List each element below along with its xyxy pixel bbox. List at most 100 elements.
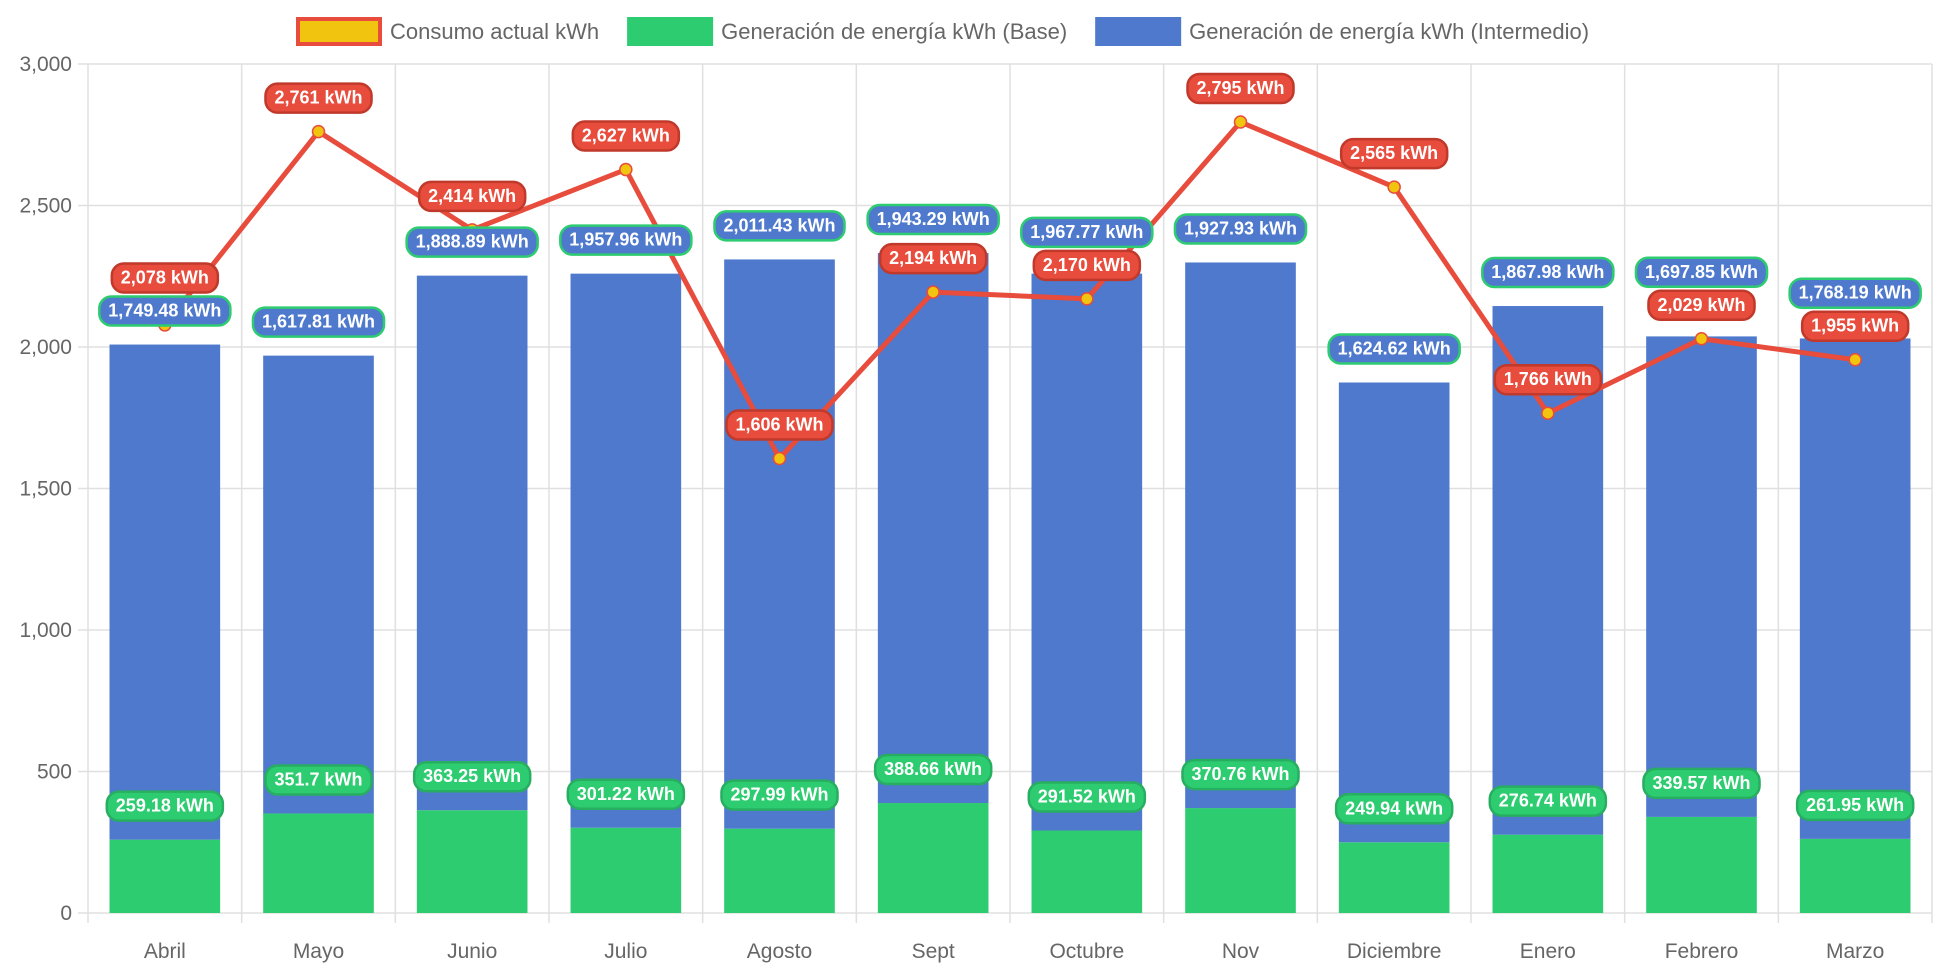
y-tick-label: 2,000 [19,336,72,359]
consumo-label: 2,078 kWh [110,262,220,294]
consumo-label-text: 2,761 kWh [274,88,362,108]
line-point [1080,292,1094,306]
base-label: 363.25 kWh [412,760,532,793]
intermedio-label-text: 1,927.93 kWh [1184,218,1297,238]
bars [109,253,1911,913]
bar-intermedio [1031,273,1143,831]
x-tick-label: Nov [1222,940,1260,963]
y-tick-label: 1,000 [19,619,72,642]
bar-intermedio [1646,336,1757,817]
consumo-label-bg [878,242,988,275]
x-tick-label: Octubre [1049,940,1124,963]
intermedio-label: 1,768.19 kWh [1788,277,1922,309]
line-point [1233,115,1248,129]
base-label-text: 261.95 kWh [1806,795,1904,815]
line-point [619,162,633,177]
base-label-bg [1488,785,1608,817]
base-label-text: 388.66 kWh [884,759,982,779]
consumo-label: 2,627 kWh [571,120,681,152]
consumo-label-text: 2,078 kWh [121,268,209,288]
base-label-bg [105,790,225,822]
consumo-label-text: 2,029 kWh [1657,295,1745,315]
bar-base [416,810,528,913]
x-tick-label: Mayo [293,940,344,963]
consumo-label-text: 2,795 kWh [1196,78,1284,98]
consumo-label-bg [417,180,527,213]
x-tick-label: Agosto [747,940,812,963]
base-label-bg [1334,793,1454,825]
bar-intermedio [877,253,989,804]
consumo-label-text: 2,627 kWh [582,126,670,146]
base-label-text: 276.74 kWh [1499,791,1597,811]
legend-swatch-consumo [296,17,382,46]
bar-base [1185,808,1296,913]
consumo-label: 2,029 kWh [1647,289,1756,322]
y-axis: 0 500 1,000 1,500 2,000 2,500 3,000 [19,53,72,925]
intermedio-label-text: 1,768.19 kWh [1799,283,1912,303]
x-axis: Abril Mayo Junio Julio Agosto Sept Octubre Nov D… [144,940,1885,963]
x-tick-label: Marzo [1826,940,1884,963]
base-label-text: 363.25 kWh [423,766,521,786]
bar-base [109,839,221,913]
base-label-text: 339.57 kWh [1652,773,1750,793]
base-label-text: 351.7 kWh [274,769,362,789]
legend-label: Generación de energía kWh (Base) [721,19,1067,44]
base-label: 339.57 kWh [1642,767,1761,800]
bar-base [263,813,374,913]
bar-base [1646,816,1757,913]
intermedio-label-bg [1481,256,1615,289]
intermedio-label: 1,927.93 kWh [1173,213,1308,245]
intermedio-label-bg [405,226,539,258]
intermedio-label-bg [1173,213,1308,245]
bar-intermedio [1799,338,1911,839]
y-tick-label: 500 [37,761,72,784]
line-point [772,451,787,466]
line-point [1387,180,1401,194]
intermedio-label-text: 1,617.81 kWh [262,312,375,332]
x-tick-label: Enero [1520,940,1576,963]
base-label-bg [412,760,532,793]
consumo-label: 2,565 kWh [1339,137,1449,170]
intermedio-label-bg [1020,216,1154,249]
consumo-label-bg [1339,137,1449,170]
base-label-text: 291.52 kWh [1038,786,1136,806]
consumo-label-text: 1,955 kWh [1811,316,1899,336]
x-tick-label: Sept [912,940,955,963]
intermedio-label-bg [1788,277,1922,309]
bar-intermedio [1338,382,1450,843]
base-label: 297.99 kWh [720,779,839,811]
x-tick-label: Febrero [1665,940,1739,963]
intermedio-label: 1,957.96 kWh [559,224,693,256]
bar-base [570,827,682,913]
intermedio-label: 1,967.77 kWh [1020,216,1154,249]
legend-label: Generación de energía kWh (Intermedio) [1189,19,1589,44]
intermedio-label-bg [1327,333,1461,365]
consumo-label: 1,606 kWh [725,409,834,441]
legend-swatch-intermedio [1095,17,1182,46]
consumo-label-bg [264,82,373,114]
consumo-label: 2,194 kWh [878,242,988,275]
y-tick-label: 3,000 [19,53,72,76]
intermedio-label-bg [559,224,693,256]
x-tick-label: Junio [447,940,497,963]
consumo-label-bg [110,262,220,294]
consumo-label: 1,955 kWh [1800,310,1910,342]
consumo-label-bg [1186,72,1295,105]
line-point [1694,332,1709,346]
bar-base [1799,838,1911,913]
consumo-label-bg [1647,289,1756,322]
consumo-label-text: 2,565 kWh [1350,143,1438,163]
line-point [1541,406,1555,420]
bar-base [1492,834,1604,913]
intermedio-label-bg [1634,256,1769,289]
base-label-bg [873,753,993,786]
intermedio-label-bg [98,295,232,327]
base-label: 291.52 kWh [1027,781,1147,813]
intermedio-label: 1,888.89 kWh [405,226,539,258]
consumo-label: 2,795 kWh [1186,72,1295,105]
intermedio-label-text: 1,624.62 kWh [1338,338,1451,358]
intermedio-label-text: 1,943.29 kWh [877,209,990,229]
bar-intermedio [416,275,528,811]
intermedio-label-text: 1,967.77 kWh [1030,222,1143,242]
